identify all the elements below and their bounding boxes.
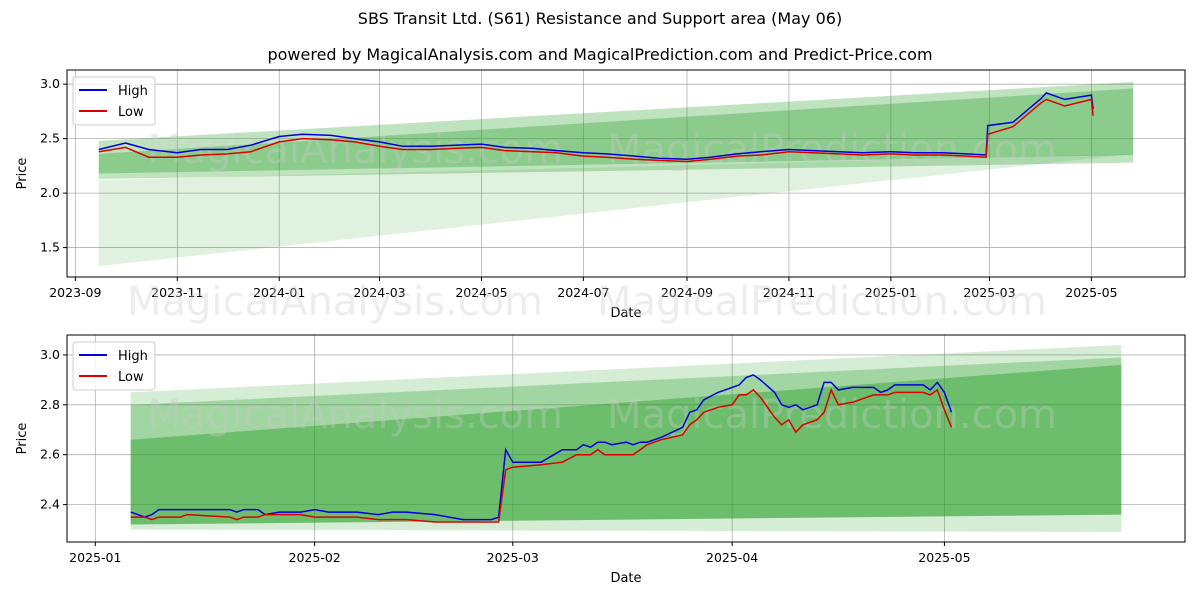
y-tick-label: 2.4 <box>40 497 60 512</box>
series-line-low <box>130 387 953 523</box>
watermark-text: MagicalPrediction.com <box>597 279 1047 325</box>
x-tick-label: 2024-03 <box>353 285 405 300</box>
band-area <box>130 357 1122 525</box>
watermark-text: MagicalPrediction.com <box>607 127 1057 173</box>
x-tick-label: 2025-03 <box>487 550 539 565</box>
y-axis-label: Price <box>15 158 30 190</box>
x-tick-label: 2024-11 <box>763 285 815 300</box>
series-line-high <box>130 374 953 521</box>
chart-subtitle: powered by MagicalAnalysis.com and Magic… <box>267 45 933 64</box>
x-tick-label: 2023-09 <box>49 285 101 300</box>
legend: High Low <box>72 76 156 126</box>
x-tick-label: 2024-09 <box>661 285 713 300</box>
x-tick-label: 2025-05 <box>918 550 970 565</box>
chart-panel-2: MagicalAnalysis.com MagicalPrediction.com… <box>15 334 1186 586</box>
x-axis-label: Date <box>610 571 641 586</box>
y-tick-label: 3.0 <box>40 76 60 91</box>
x-tick-label: 2025-02 <box>289 550 341 565</box>
x-tick-label: 2023-11 <box>151 285 203 300</box>
plot-area: MagicalAnalysis.com MagicalPrediction.com <box>98 81 1134 267</box>
x-axis-label: Date <box>610 306 641 321</box>
plot-frame <box>66 334 1186 543</box>
legend-label-low: Low <box>118 370 144 385</box>
y-tick-label: 2.0 <box>40 185 60 200</box>
legend-label-high: High <box>118 84 148 99</box>
chart-title: SBS Transit Ltd. (S61) Resistance and Su… <box>357 9 843 28</box>
y-tick-label: 1.5 <box>40 240 60 255</box>
x-tick-label: 2025-01 <box>69 550 121 565</box>
plot-area: MagicalAnalysis.com MagicalPrediction.com <box>130 344 1122 533</box>
watermark-text: MagicalAnalysis.com <box>127 279 543 325</box>
y-tick-label: 3.0 <box>40 347 60 362</box>
chart-panel-1: MagicalAnalysis.com MagicalPrediction.com… <box>15 69 1186 321</box>
y-tick-label: 2.6 <box>40 447 60 462</box>
x-tick-label: 2024-05 <box>455 285 507 300</box>
legend: High Low <box>72 341 156 391</box>
band-area <box>130 364 1122 525</box>
x-tick-label: 2025-04 <box>706 550 758 565</box>
series-line-low <box>98 98 1094 163</box>
x-tick-label: 2025-05 <box>1065 285 1117 300</box>
y-tick-label: 2.5 <box>40 131 60 146</box>
plot-frame <box>66 69 1186 278</box>
y-axis-label: Price <box>15 423 30 455</box>
watermark-text: MagicalAnalysis.com <box>147 392 563 438</box>
x-tick-label: 2025-03 <box>963 285 1015 300</box>
y-tick-label: 2.8 <box>40 397 60 412</box>
x-tick-label: 2024-01 <box>253 285 305 300</box>
legend-label-low: Low <box>118 105 144 120</box>
x-tick-label: 2024-07 <box>557 285 609 300</box>
band-area <box>98 153 1134 267</box>
watermark-text: MagicalPrediction.com <box>607 392 1057 438</box>
band-area <box>130 344 1122 533</box>
legend-label-high: High <box>118 349 148 364</box>
x-tick-label: 2025-01 <box>865 285 917 300</box>
